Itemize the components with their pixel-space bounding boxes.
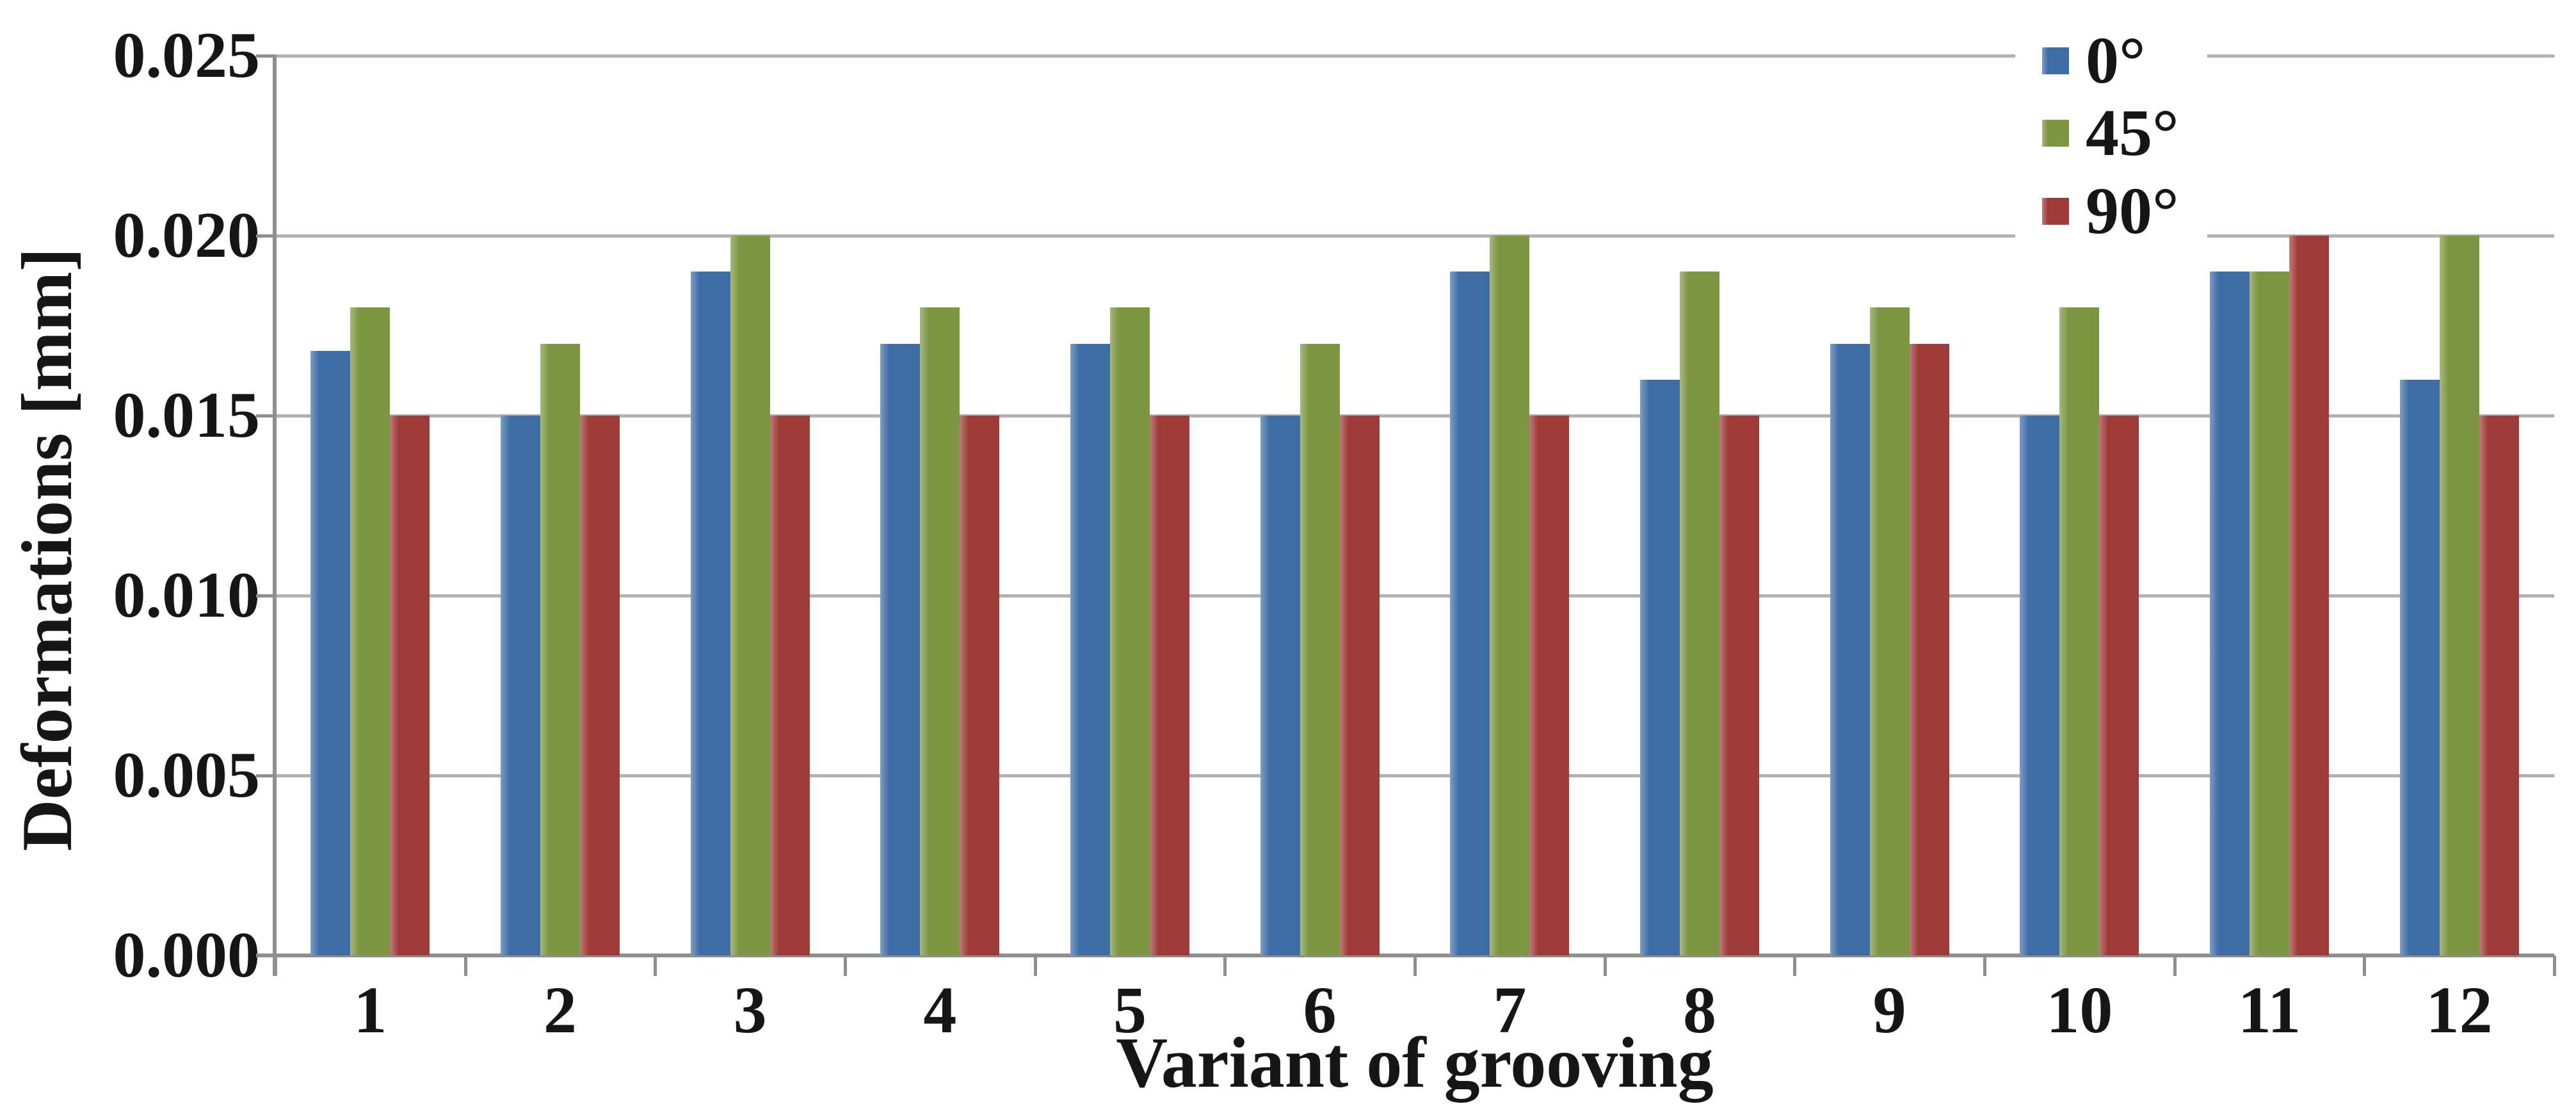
bar-variant8-series0 [1640, 379, 1680, 955]
x-tick-label: 4 [923, 973, 957, 1047]
y-tick-mark [256, 54, 277, 58]
bar-variant8-series1 [1680, 272, 1719, 955]
bar-variant4-series1 [920, 307, 960, 955]
x-tick-mark [1983, 955, 1986, 976]
y-axis-line [273, 56, 277, 976]
bar-variant4-series2 [960, 416, 1000, 955]
x-tick-label: 3 [733, 973, 767, 1047]
bar-variant1-series1 [350, 307, 390, 955]
y-tick-label: 0.025 [113, 19, 261, 92]
x-tick-label: 10 [2046, 973, 2113, 1047]
bar-variant5-series0 [1070, 343, 1110, 955]
bar-variant1-series0 [310, 350, 351, 955]
gridline-0.005 [275, 774, 2554, 777]
bar-variant12-series2 [2479, 416, 2519, 955]
x-tick-label: 9 [1872, 973, 1906, 1047]
bar-variant11-series0 [2210, 272, 2250, 955]
x-tick-mark [1033, 955, 1037, 976]
bar-variant5-series2 [1150, 416, 1189, 955]
x-tick-label: 5 [1113, 973, 1147, 1047]
bar-variant8-series2 [1719, 416, 1759, 955]
legend-swatch-icon [2042, 47, 2069, 74]
y-tick-mark [256, 414, 277, 418]
x-tick-label: 7 [1493, 973, 1527, 1047]
bar-variant10-series1 [2059, 307, 2100, 955]
bar-variant11-series2 [2289, 236, 2329, 955]
bar-variant2-series2 [580, 416, 620, 955]
y-tick-label: 0.020 [113, 199, 261, 272]
bar-variant3-series2 [769, 416, 810, 955]
x-tick-label: 1 [353, 973, 387, 1047]
legend-item: 0° [2042, 26, 2146, 96]
legend-item: 90° [2042, 176, 2179, 247]
bar-variant12-series1 [2439, 236, 2479, 955]
bar-variant7-series1 [1490, 236, 1530, 955]
x-tick-mark [1793, 955, 1797, 976]
bar-variant4-series0 [880, 343, 921, 955]
bar-variant9-series1 [1869, 307, 1910, 955]
bar-variant6-series1 [1300, 343, 1340, 955]
legend: 0° 45° 90° [2015, 14, 2207, 278]
x-tick-mark [2173, 955, 2177, 976]
x-tick-mark [2553, 955, 2556, 976]
bar-variant6-series2 [1339, 416, 1380, 955]
bar-variant10-series2 [2099, 416, 2139, 955]
bar-variant9-series2 [1909, 343, 1949, 955]
bar-variant2-series0 [501, 416, 540, 955]
y-tick-mark [256, 594, 277, 597]
bar-variant2-series1 [540, 343, 580, 955]
gridline-0.020 [275, 234, 2554, 238]
bar-variant7-series2 [1529, 416, 1570, 955]
x-tick-mark [844, 955, 847, 976]
x-axis-line [256, 954, 2554, 957]
x-tick-label: 6 [1303, 973, 1337, 1047]
y-tick-label: 0.015 [113, 379, 261, 451]
gridline-0.010 [275, 594, 2554, 597]
x-axis-title: Variant of grooving [1116, 1023, 1714, 1103]
legend-swatch-icon [2042, 120, 2069, 147]
x-tick-label: 2 [543, 973, 577, 1047]
y-tick-label: 0.005 [113, 739, 261, 811]
x-tick-label: 11 [2237, 973, 2301, 1047]
x-tick-mark [654, 955, 657, 976]
x-tick-mark [1223, 955, 1227, 976]
y-tick-mark [256, 234, 277, 238]
legend-swatch-icon [2042, 198, 2069, 225]
legend-item: 45° [2042, 98, 2179, 168]
bar-variant11-series1 [2250, 272, 2289, 955]
x-tick-label: 12 [2426, 973, 2493, 1047]
x-tick-mark [1413, 955, 1417, 976]
gridline-0.015 [275, 414, 2554, 418]
y-tick-label: 0.000 [113, 919, 261, 991]
bar-variant6-series0 [1260, 416, 1300, 955]
x-tick-mark [1603, 955, 1607, 976]
x-tick-mark [2363, 955, 2367, 976]
bar-variant7-series0 [1450, 272, 1490, 955]
bar-variant9-series0 [1830, 343, 1870, 955]
bar-variant3-series1 [730, 236, 770, 955]
y-tick-label: 0.010 [113, 559, 261, 631]
legend-label: 90° [2086, 174, 2179, 248]
x-tick-mark [463, 955, 467, 976]
bar-variant3-series0 [690, 272, 730, 955]
y-tick-mark [256, 774, 277, 777]
bar-variant1-series2 [390, 416, 430, 955]
legend-label: 0° [2086, 24, 2146, 97]
bar-variant12-series0 [2399, 379, 2440, 955]
bar-variant5-series1 [1110, 307, 1150, 955]
x-tick-label: 8 [1682, 973, 1716, 1047]
bar-variant10-series0 [2020, 416, 2060, 955]
legend-label: 45° [2086, 96, 2179, 170]
gridline-0.025 [275, 54, 2554, 58]
